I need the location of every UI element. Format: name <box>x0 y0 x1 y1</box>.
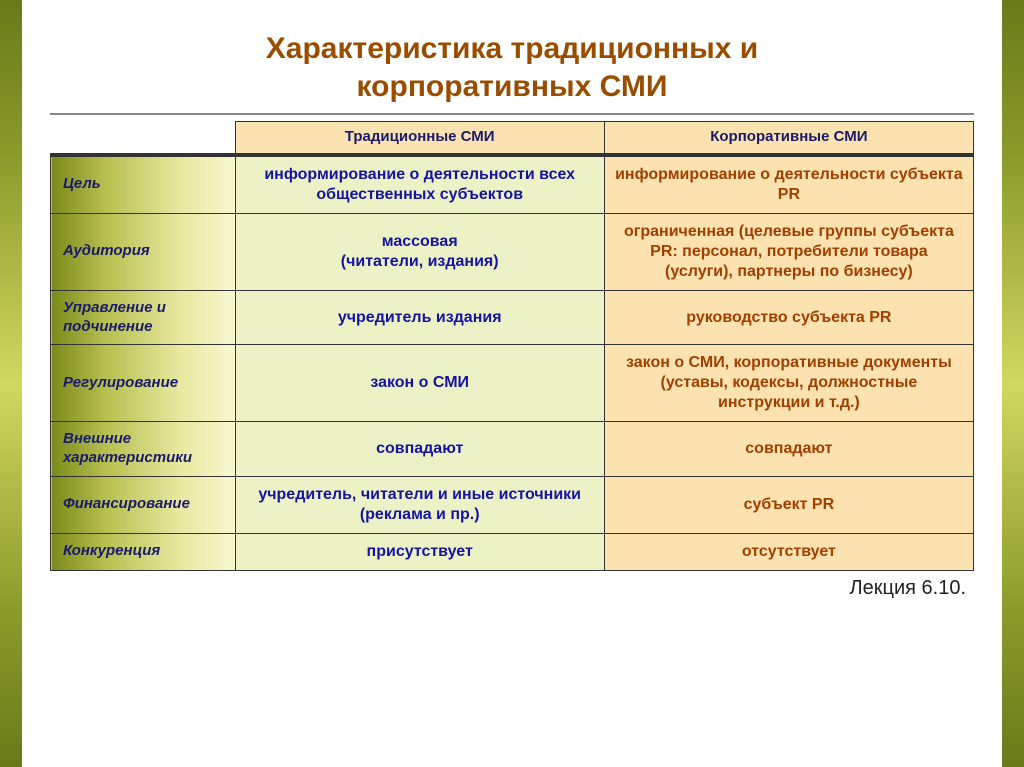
comparison-table: Традиционные СМИ Корпоративные СМИ Цель … <box>50 121 974 571</box>
table-row: Управление и подчинение учредитель издан… <box>51 290 974 345</box>
cell-traditional: учредитель, читатели и иные источники (р… <box>235 476 604 533</box>
decorative-bar-right <box>1002 0 1024 767</box>
row-label: Конкуренция <box>51 533 236 570</box>
col-header-traditional: Традиционные СМИ <box>235 122 604 155</box>
cell-traditional: учредитель издания <box>235 290 604 345</box>
row-label: Финансирование <box>51 476 236 533</box>
row-label: Внешние характеристики <box>51 422 236 477</box>
title-line-2: корпоративных СМИ <box>357 70 668 103</box>
table-row: Внешние характеристики совпадают совпада… <box>51 422 974 477</box>
cell-corporate: совпадают <box>604 422 973 477</box>
row-label: Управление и подчинение <box>51 290 236 345</box>
cell-corporate: отсутствует <box>604 533 973 570</box>
cell-traditional: совпадают <box>235 422 604 477</box>
table-row: Конкуренция присутствует отсутствует <box>51 533 974 570</box>
table-row: Аудитория массовая(читатели, издания) ог… <box>51 213 974 290</box>
row-label: Аудитория <box>51 213 236 290</box>
table-row: Цель информирование о деятельности всех … <box>51 155 974 214</box>
cell-traditional: присутствует <box>235 533 604 570</box>
cell-traditional: информирование о деятельности всех общес… <box>235 155 604 214</box>
table-body: Цель информирование о деятельности всех … <box>51 155 974 571</box>
cell-traditional: закон о СМИ <box>235 345 604 422</box>
lecture-label: Лекция 6.10. <box>50 577 974 600</box>
table-header-row: Традиционные СМИ Корпоративные СМИ <box>51 122 974 155</box>
cell-corporate: закон о СМИ, корпоративные документы (ус… <box>604 345 973 422</box>
corner-cell <box>51 122 236 155</box>
row-label: Регулирование <box>51 345 236 422</box>
title-line-1: Характеристика традиционных и <box>266 32 758 65</box>
cell-corporate: ограниченная (целевые группы субъекта PR… <box>604 213 973 290</box>
cell-corporate: информирование о деятельности субъекта P… <box>604 155 973 214</box>
decorative-bar-left <box>0 0 22 767</box>
page-title: Характеристика традиционных и корпоратив… <box>50 30 974 105</box>
cell-corporate: руководство субъекта PR <box>604 290 973 345</box>
title-divider <box>50 113 974 115</box>
table-row: Регулирование закон о СМИ закон о СМИ, к… <box>51 345 974 422</box>
cell-corporate: субъект PR <box>604 476 973 533</box>
col-header-corporate: Корпоративные СМИ <box>604 122 973 155</box>
table-row: Финансирование учредитель, читатели и ин… <box>51 476 974 533</box>
row-label: Цель <box>51 155 236 214</box>
cell-traditional: массовая(читатели, издания) <box>235 213 604 290</box>
